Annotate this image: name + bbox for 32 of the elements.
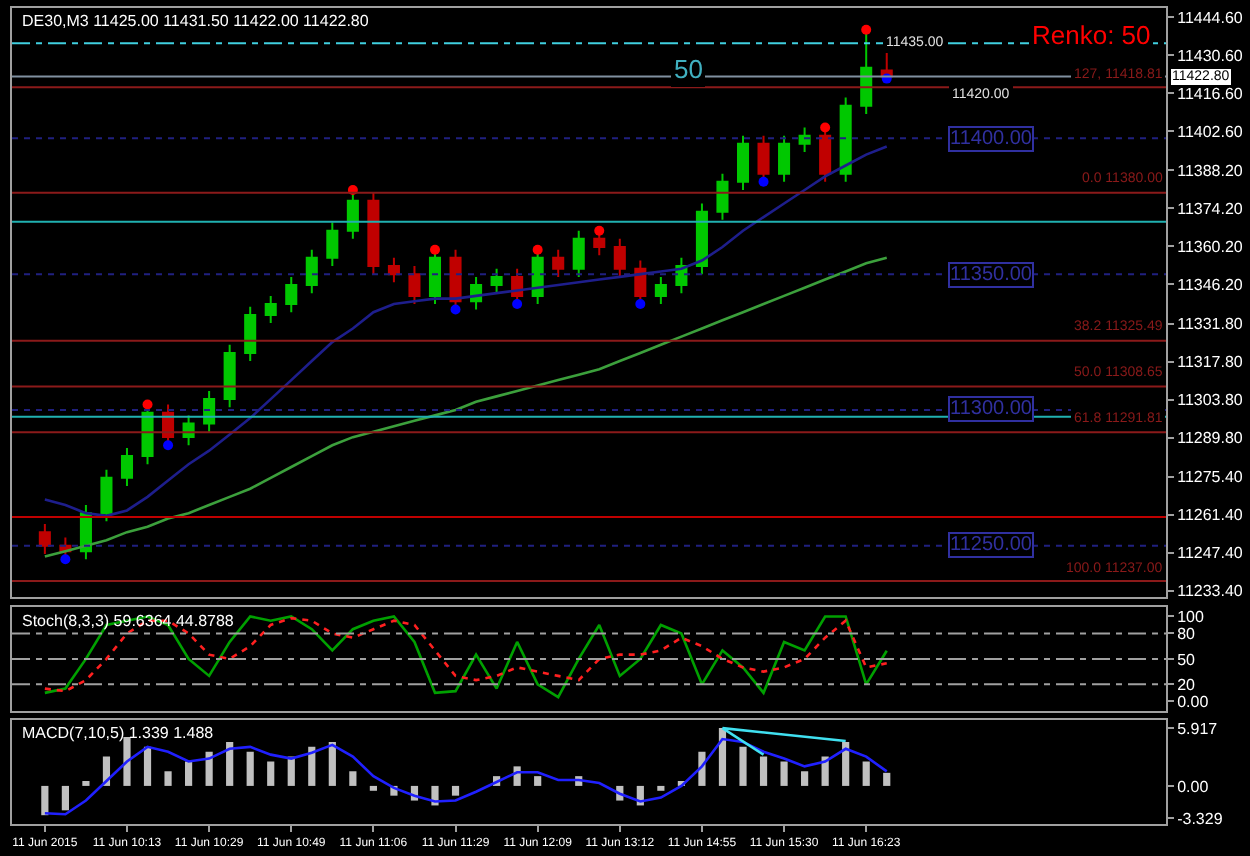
chart-title: DE30,M3 11425.00 11431.50 11422.00 11422.80 (22, 12, 370, 30)
y-tick-label: 11233.40 (1177, 582, 1244, 601)
text: Renko: 50 (1032, 20, 1151, 50)
y-tick-label: 11303.80 (1177, 391, 1244, 410)
annotation: 50 (674, 54, 703, 84)
y-tick-label: 11346.20 (1177, 276, 1244, 295)
y-tick-label: 11374.20 (1177, 200, 1244, 219)
y-tick-label: 11430.60 (1177, 46, 1244, 65)
y-tick-label: 20 (1177, 675, 1197, 694)
y-tick-label: 0.00 (1177, 692, 1210, 711)
y-tick-label: 11247.40 (1177, 544, 1244, 563)
ref-line-label: 11250.00 (950, 534, 1033, 556)
y-tick-label: 11275.40 (1177, 468, 1244, 487)
ref-line-label: 11300.00 (950, 398, 1033, 420)
y-tick-label: 11331.80 (1177, 315, 1244, 334)
y-tick-label: 5.917 (1177, 719, 1219, 738)
ref-line-label: 11400.00 (950, 128, 1033, 150)
y-tick-label: 11388.20 (1177, 162, 1244, 181)
ref-line-label: 11350.00 (950, 264, 1033, 286)
y-tick-label: 50 (1177, 650, 1197, 669)
y-tick-label: 11289.80 (1177, 429, 1244, 448)
y-tick-label: 80 (1177, 625, 1197, 644)
chart-title: MACD(7,10,5) 1.339 1.488 (22, 724, 215, 742)
y-tick-label: -3.329 (1177, 810, 1224, 829)
y-tick-label: 11402.60 (1177, 122, 1244, 141)
y-tick-label: 11317.80 (1177, 353, 1244, 372)
y-tick-label: 11261.40 (1177, 506, 1244, 525)
y-tick-label: 11416.60 (1177, 84, 1244, 103)
y-tick-label: 11360.20 (1177, 238, 1244, 257)
y-tick-label: 11444.60 (1177, 8, 1244, 27)
y-tick-label: 0.00 (1177, 777, 1210, 796)
y-tick-label: 100 (1177, 608, 1205, 627)
